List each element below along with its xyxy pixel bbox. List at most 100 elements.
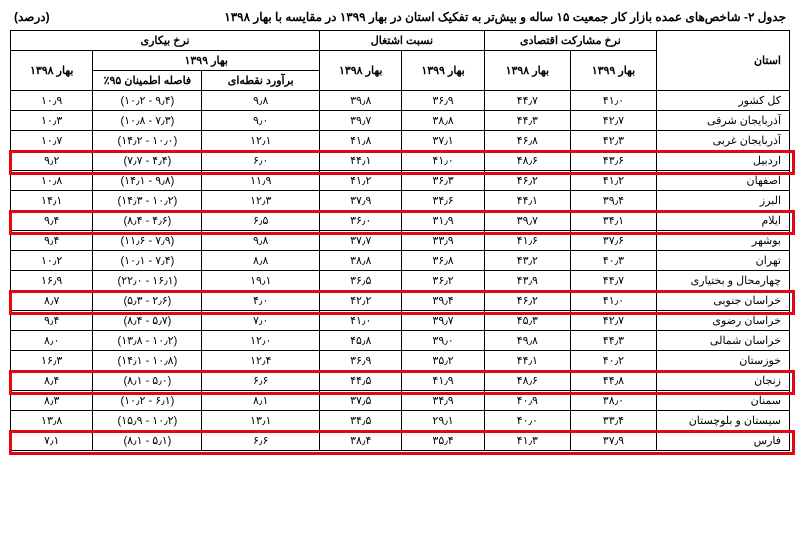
cell-upoint: ۹٫۸	[202, 91, 320, 111]
cell-e99: ۳۶٫۲	[402, 271, 484, 291]
table-row: سمنان۳۸٫۰۴۰٫۹۳۴٫۹۳۷٫۵۸٫۱(۶٫۱ - ۱۰٫۲)۸٫۳	[11, 391, 790, 411]
cell-upoint: ۶٫۵	[202, 211, 320, 231]
cell-p99: ۴۱٫۰	[570, 91, 656, 111]
cell-uci: (۱۰٫۲ - ۱۵٫۹)	[93, 411, 202, 431]
cell-upoint: ۷٫۰	[202, 311, 320, 331]
cell-province: چهارمحال و بختیاری	[657, 271, 790, 291]
cell-province: آذربایجان غربی	[657, 131, 790, 151]
cell-province: تهران	[657, 251, 790, 271]
cell-p98: ۴۶٫۲	[484, 171, 570, 191]
cell-upoint: ۴٫۰	[202, 291, 320, 311]
cell-p99: ۴۲٫۷	[570, 311, 656, 331]
cell-e98: ۳۷٫۹	[320, 191, 402, 211]
cell-e99: ۳۹٫۰	[402, 331, 484, 351]
cell-p98: ۴۸٫۶	[484, 371, 570, 391]
cell-u98: ۹٫۴	[11, 311, 93, 331]
table-row: سیستان و بلوچستان۳۳٫۴۴۰٫۰۲۹٫۱۳۴٫۵۱۳٫۱(۱۰…	[11, 411, 790, 431]
cell-uci: (۷٫۴ - ۱۰٫۱)	[93, 251, 202, 271]
cell-e99: ۳۳٫۹	[402, 231, 484, 251]
cell-province: ایلام	[657, 211, 790, 231]
cell-e98: ۳۷٫۷	[320, 231, 402, 251]
cell-u98: ۸٫۳	[11, 391, 93, 411]
cell-p98: ۴۵٫۳	[484, 311, 570, 331]
cell-u98: ۱۰٫۷	[11, 131, 93, 151]
cell-p98: ۴۴٫۷	[484, 91, 570, 111]
cell-p99: ۴۰٫۳	[570, 251, 656, 271]
header-e99: بهار ۱۳۹۹	[402, 51, 484, 91]
cell-upoint: ۹٫۰	[202, 111, 320, 131]
cell-province: بوشهر	[657, 231, 790, 251]
cell-upoint: ۱۱٫۹	[202, 171, 320, 191]
cell-u98: ۹٫۲	[11, 151, 93, 171]
cell-p99: ۴۲٫۳	[570, 131, 656, 151]
header-u98: بهار ۱۳۹۸	[11, 51, 93, 91]
cell-e99: ۴۱٫۹	[402, 371, 484, 391]
cell-province: کل کشور	[657, 91, 790, 111]
cell-province: زنجان	[657, 371, 790, 391]
cell-u98: ۱۶٫۳	[11, 351, 93, 371]
cell-province: فارس	[657, 431, 790, 451]
cell-e98: ۴۵٫۸	[320, 331, 402, 351]
cell-province: خراسان رضوی	[657, 311, 790, 331]
cell-p98: ۴۶٫۲	[484, 291, 570, 311]
cell-uci: (۵٫۰ - ۸٫۱)	[93, 371, 202, 391]
cell-upoint: ۱۳٫۱	[202, 411, 320, 431]
cell-u98: ۱۰٫۹	[11, 91, 93, 111]
cell-uci: (۱۰٫۸ - ۱۴٫۱)	[93, 351, 202, 371]
cell-u98: ۸٫۰	[11, 331, 93, 351]
cell-uci: (۱۶٫۱ - ۲۲٫۰)	[93, 271, 202, 291]
header-ci: فاصله اطمینان ۹۵٪	[93, 71, 202, 91]
cell-u98: ۱۰٫۸	[11, 171, 93, 191]
cell-province: اصفهان	[657, 171, 790, 191]
table-row: ایلام۳۴٫۱۳۹٫۷۳۱٫۹۳۶٫۰۶٫۵(۴٫۶ - ۸٫۴)۹٫۴	[11, 211, 790, 231]
cell-uci: (۶٫۱ - ۱۰٫۲)	[93, 391, 202, 411]
cell-upoint: ۹٫۸	[202, 231, 320, 251]
cell-upoint: ۱۲٫۱	[202, 131, 320, 151]
cell-p99: ۴۴٫۳	[570, 331, 656, 351]
cell-e98: ۴۲٫۲	[320, 291, 402, 311]
cell-uci: (۱۰٫۰ - ۱۴٫۲)	[93, 131, 202, 151]
cell-p98: ۴۹٫۸	[484, 331, 570, 351]
cell-p99: ۴۱٫۰	[570, 291, 656, 311]
cell-upoint: ۶٫۶	[202, 371, 320, 391]
cell-e98: ۴۴٫۵	[320, 371, 402, 391]
cell-u98: ۸٫۴	[11, 371, 93, 391]
cell-e99: ۳۴٫۹	[402, 391, 484, 411]
unit-label: (درصد)	[14, 10, 50, 24]
header-point: برآورد نقطه‌ای	[202, 71, 320, 91]
cell-province: سیستان و بلوچستان	[657, 411, 790, 431]
cell-uci: (۴٫۴ - ۷٫۷)	[93, 151, 202, 171]
cell-province: آذربایجان شرقی	[657, 111, 790, 131]
cell-e99: ۴۱٫۰	[402, 151, 484, 171]
table-row: اصفهان۴۱٫۲۴۶٫۲۳۶٫۳۴۱٫۲۱۱٫۹(۹٫۸ - ۱۴٫۱)۱۰…	[11, 171, 790, 191]
cell-p98: ۴۴٫۱	[484, 191, 570, 211]
cell-p99: ۴۳٫۶	[570, 151, 656, 171]
cell-province: البرز	[657, 191, 790, 211]
cell-e99: ۳۹٫۴	[402, 291, 484, 311]
header-employment: نسبت اشتغال	[320, 31, 485, 51]
cell-province: سمنان	[657, 391, 790, 411]
cell-uci: (۱۰٫۲ - ۱۴٫۳)	[93, 191, 202, 211]
cell-e99: ۳۶٫۹	[402, 91, 484, 111]
table-row: بوشهر۳۷٫۶۴۱٫۶۳۳٫۹۳۷٫۷۹٫۸(۷٫۹ - ۱۱٫۶)۹٫۴	[11, 231, 790, 251]
cell-upoint: ۱۲٫۰	[202, 331, 320, 351]
cell-p99: ۴۲٫۷	[570, 111, 656, 131]
cell-u98: ۷٫۱	[11, 431, 93, 451]
cell-u98: ۱۰٫۲	[11, 251, 93, 271]
table-body: کل کشور۴۱٫۰۴۴٫۷۳۶٫۹۳۹٫۸۹٫۸(۹٫۴ - ۱۰٫۲)۱۰…	[11, 91, 790, 451]
cell-p99: ۳۴٫۱	[570, 211, 656, 231]
cell-u98: ۹٫۴	[11, 211, 93, 231]
table-row: تهران۴۰٫۳۴۳٫۲۳۶٫۸۳۸٫۸۸٫۸(۷٫۴ - ۱۰٫۱)۱۰٫۲	[11, 251, 790, 271]
cell-uci: (۲٫۶ - ۵٫۳)	[93, 291, 202, 311]
cell-uci: (۹٫۴ - ۱۰٫۲)	[93, 91, 202, 111]
header-province: استان	[657, 31, 790, 91]
header-p98: بهار ۱۳۹۸	[484, 51, 570, 91]
cell-p98: ۴۸٫۶	[484, 151, 570, 171]
cell-p99: ۴۰٫۲	[570, 351, 656, 371]
cell-e99: ۳۷٫۱	[402, 131, 484, 151]
cell-u98: ۱۶٫۹	[11, 271, 93, 291]
header-e98: بهار ۱۳۹۸	[320, 51, 402, 91]
cell-province: اردبیل	[657, 151, 790, 171]
table-row: آذربایجان شرقی۴۲٫۷۴۴٫۳۳۸٫۸۳۹٫۷۹٫۰(۷٫۳ - …	[11, 111, 790, 131]
cell-e99: ۳۵٫۴	[402, 431, 484, 451]
